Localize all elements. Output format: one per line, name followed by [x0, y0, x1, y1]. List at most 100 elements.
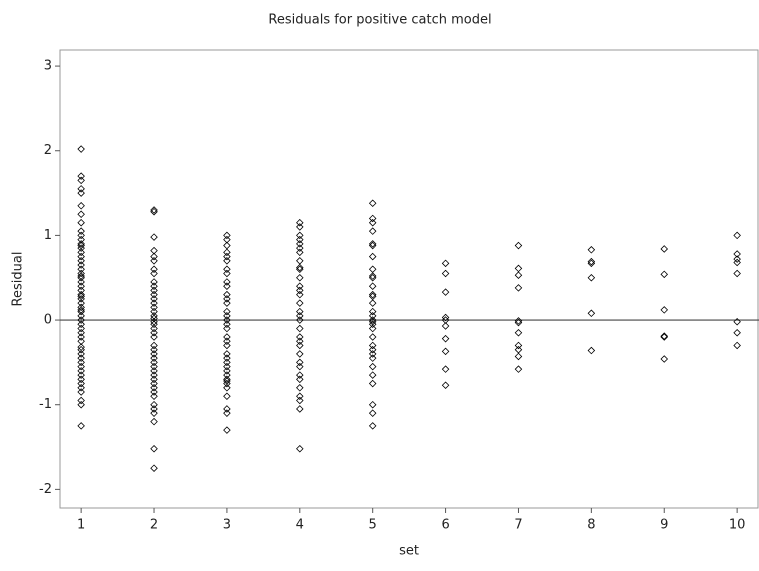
point: [660, 333, 669, 341]
point: [368, 218, 377, 227]
point: [223, 426, 231, 434]
point: [223, 316, 231, 324]
point: [150, 295, 158, 303]
point: [368, 341, 377, 350]
point: [223, 265, 231, 274]
point: [223, 367, 231, 375]
point: [296, 218, 304, 227]
point: [223, 362, 231, 371]
point: [77, 210, 85, 219]
point: [77, 269, 85, 278]
point: [77, 422, 85, 430]
point: [296, 337, 304, 345]
point: [296, 392, 304, 401]
point: [150, 257, 158, 265]
point: [296, 235, 304, 244]
point: [150, 324, 158, 333]
point: [150, 265, 158, 274]
point: [223, 312, 231, 320]
point: [368, 371, 377, 379]
point: [223, 375, 231, 384]
point: [77, 273, 85, 282]
point: [296, 350, 304, 358]
x-tick-label: 5: [369, 518, 377, 533]
point: [77, 257, 85, 265]
point: [223, 290, 231, 299]
x-tick-label: 4: [296, 518, 304, 533]
point: [296, 273, 304, 282]
point: [150, 328, 158, 337]
x-tick-label: 1: [77, 518, 85, 533]
point: [733, 328, 741, 337]
point: [77, 290, 85, 299]
point: [660, 332, 669, 340]
point: [296, 231, 304, 240]
point: [150, 282, 158, 290]
point: [150, 341, 158, 350]
point: [296, 290, 304, 299]
x-tick-label: 10: [729, 518, 746, 533]
point: [223, 350, 231, 358]
point: [441, 365, 450, 373]
point: [223, 337, 231, 345]
point: [150, 333, 158, 341]
y-axis-label: Residual: [11, 252, 26, 307]
point: [77, 354, 85, 362]
point: [296, 244, 304, 252]
point: [368, 320, 377, 329]
x-axis-label: set: [399, 544, 419, 559]
point: [77, 189, 85, 197]
point: [223, 282, 231, 290]
point: [733, 250, 741, 258]
point: [150, 206, 158, 214]
point: [77, 261, 85, 269]
point: [296, 263, 304, 272]
x-tick-label: 6: [441, 518, 449, 533]
point: [733, 231, 741, 240]
point: [296, 307, 304, 316]
point: [296, 299, 304, 307]
point: [514, 271, 523, 279]
point: [150, 409, 158, 417]
point: [77, 244, 85, 252]
point: [296, 405, 304, 413]
point: [150, 252, 158, 261]
point: [441, 269, 450, 278]
point: [77, 320, 85, 329]
point: [441, 313, 450, 322]
point: [77, 324, 85, 333]
point: [77, 227, 85, 235]
point: [296, 286, 304, 295]
point: [150, 207, 158, 216]
point: [368, 241, 377, 250]
point: [223, 392, 231, 401]
point: [77, 384, 85, 392]
y-tick-label: 0: [44, 313, 52, 328]
point: [368, 350, 377, 358]
point: [150, 286, 158, 295]
point: [77, 176, 85, 185]
point: [223, 358, 231, 367]
point: [77, 312, 85, 320]
point: [368, 290, 377, 299]
point: [441, 322, 450, 330]
point: [296, 223, 304, 231]
point: [77, 379, 85, 388]
point: [77, 185, 85, 193]
point: [150, 278, 158, 286]
point: [150, 388, 158, 396]
y-tick-label: -2: [39, 482, 52, 497]
point: [77, 145, 85, 153]
point: [223, 324, 231, 333]
point: [296, 282, 304, 290]
point: [77, 303, 85, 312]
point: [733, 258, 741, 267]
point: [296, 396, 304, 405]
point: [296, 375, 304, 384]
point: [150, 384, 158, 392]
point: [150, 290, 158, 299]
point: [368, 422, 377, 430]
point: [441, 259, 450, 268]
point: [150, 362, 158, 371]
